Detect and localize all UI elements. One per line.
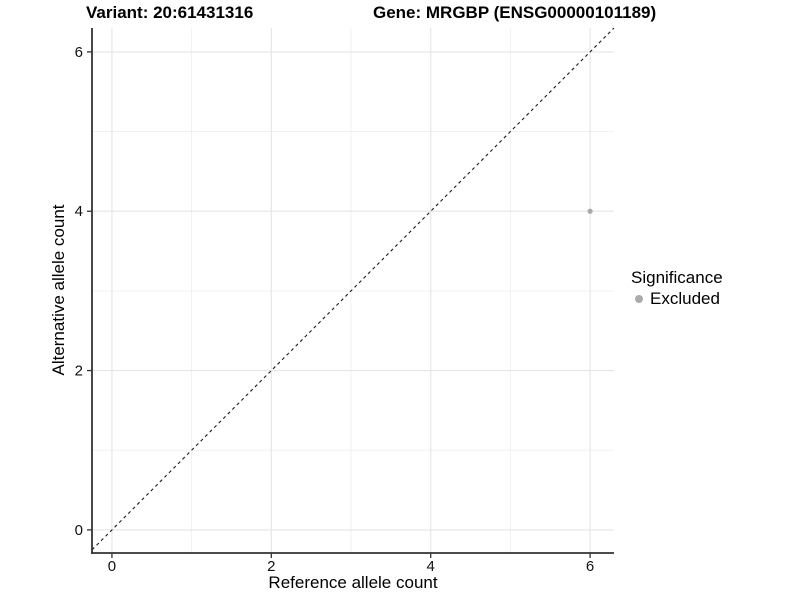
excluded-point-icon: [635, 295, 643, 303]
legend-title: Significance: [631, 268, 723, 287]
legend-item-label: Excluded: [650, 289, 720, 308]
y-tick-label: 4: [75, 203, 83, 220]
data-point: [587, 208, 593, 214]
y-tick-label: 0: [75, 522, 83, 539]
x-axis-title: Reference allele count: [268, 573, 438, 592]
y-tick-label: 6: [75, 44, 83, 61]
x-tick-label: 4: [427, 558, 435, 575]
x-tick-label: 6: [586, 558, 594, 575]
legend: Significance Excluded: [631, 267, 723, 309]
legend-item-excluded: Excluded: [631, 289, 723, 309]
y-tick-label: 2: [75, 363, 83, 380]
variant-title: Variant: 20:61431316: [86, 3, 254, 22]
gene-title: Gene: MRGBP (ENSG00000101189): [373, 3, 657, 22]
x-tick-label: 2: [267, 558, 275, 575]
identity-line: [91, 27, 615, 551]
x-tick-label: 0: [108, 558, 116, 575]
